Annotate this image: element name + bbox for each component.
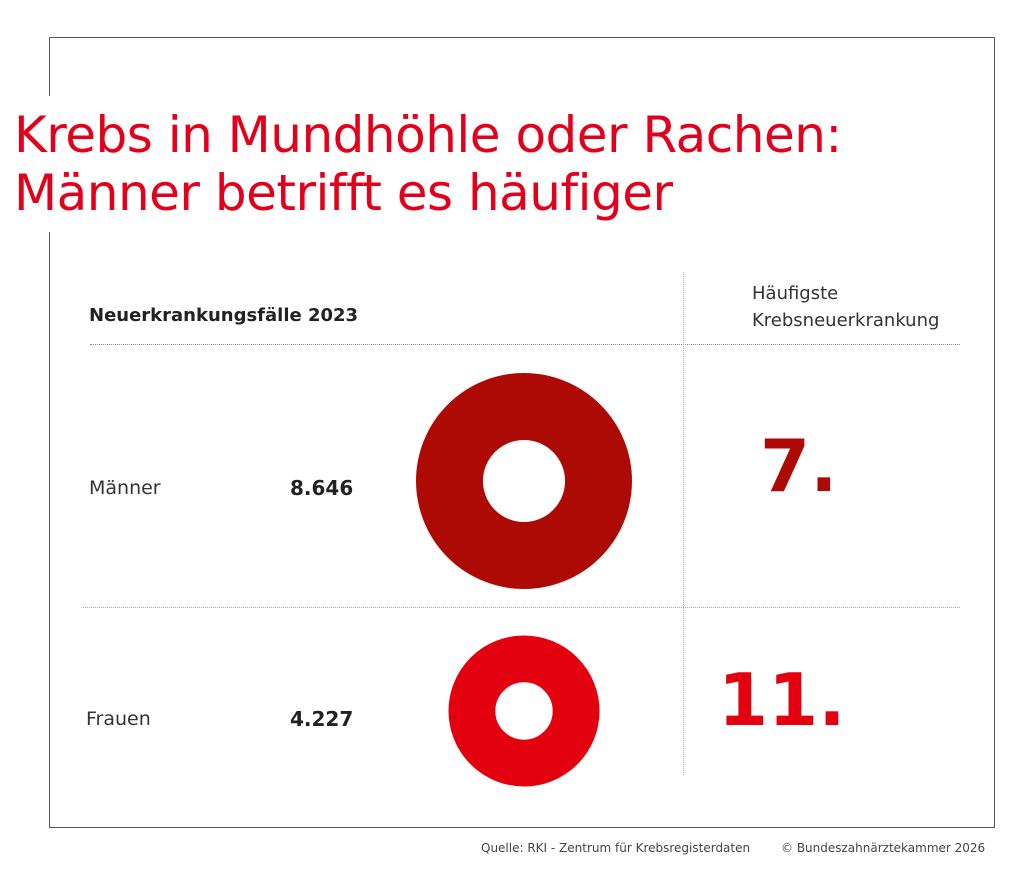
title-line-1: Krebs in Mundhöhle oder Rachen: — [14, 106, 842, 164]
header-divider — [90, 344, 960, 345]
category-label-men: Männer — [89, 477, 161, 499]
value-label-men: 8.646 — [290, 476, 354, 500]
value-label-women: 4.227 — [290, 707, 354, 731]
rank-header-line-1: Häufigste — [752, 283, 839, 304]
rank-header-line-2: Krebsneuerkrankung — [752, 310, 940, 331]
copyright-note: © Bundeszahnärztekammer 2026 — [781, 841, 986, 855]
column-header-rank: Häufigste Krebsneuerkrankung — [752, 280, 939, 334]
source-note: Quelle: RKI - Zentrum für Krebsregisterd… — [481, 841, 751, 855]
rank-label-women: 11. — [718, 658, 846, 742]
row-divider — [83, 607, 960, 608]
chart-title: Krebs in Mundhöhle oder Rachen: Männer b… — [14, 106, 842, 222]
rank-label-men: 7. — [760, 424, 838, 508]
donut-men — [416, 373, 633, 590]
donut-women — [448, 635, 600, 787]
frame-gap — [44, 96, 56, 232]
title-line-2: Männer betrifft es häufiger — [14, 164, 673, 222]
column-header-cases: Neuerkrankungsfälle 2023 — [89, 305, 359, 326]
column-divider — [683, 272, 684, 775]
category-label-women: Frauen — [86, 708, 151, 730]
frame-border — [49, 37, 995, 828]
